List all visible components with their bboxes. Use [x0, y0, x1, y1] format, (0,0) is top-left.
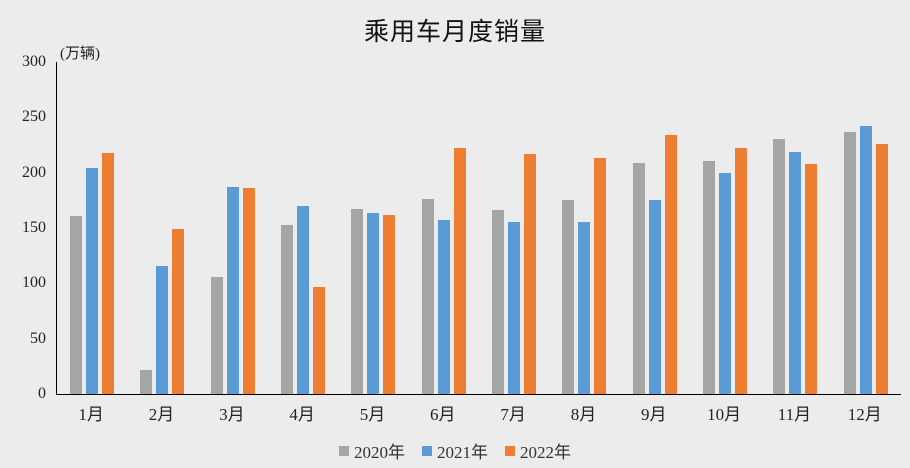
bar-2020年-2月 [140, 369, 153, 394]
x-axis-label-8月: 8月 [570, 405, 597, 424]
x-axis-label-9月: 9月 [641, 405, 667, 424]
bar-2021年-7月 [508, 222, 521, 394]
bar-2020年-9月 [632, 162, 645, 394]
bar-group-10月 [690, 62, 760, 394]
x-axis-label-12月: 12月 [847, 405, 882, 424]
bar-group-11月 [760, 62, 830, 394]
bar-2021年-12月 [859, 126, 872, 394]
legend-swatch-icon [505, 445, 515, 456]
legend-label: 2020年 [354, 443, 405, 462]
bar-2022年-3月 [242, 188, 255, 394]
bar-group-2月 [127, 62, 197, 394]
y-axis-unit-label: (万辆) [60, 46, 100, 62]
bar-group-6月 [409, 62, 479, 394]
bar-2021年-5月 [367, 212, 380, 394]
x-axis-label-11月: 11月 [777, 405, 812, 424]
bar-group-1月 [57, 62, 127, 394]
legend-swatch-icon [422, 445, 432, 456]
y-axis-tick-label: 200 [22, 163, 46, 181]
y-axis-tick-label: 0 [38, 385, 46, 402]
chart-title: 乘用车月度销量 [363, 19, 546, 46]
legend-swatch-icon [339, 445, 349, 456]
x-axis-label-4月: 4月 [289, 405, 315, 424]
x-axis-label-2月: 2月 [148, 405, 175, 424]
bar-2022年-11月 [805, 163, 818, 394]
bar-2022年-10月 [735, 148, 748, 394]
bar-2022年-5月 [383, 214, 396, 394]
bar-2022年-9月 [664, 135, 677, 394]
bar-group-5月 [338, 62, 408, 394]
y-axis-tick-label: 50 [30, 329, 46, 347]
bar-2021年-3月 [226, 187, 239, 394]
legend: 2020年 2021年 2022年 [0, 438, 910, 463]
legend-item-2020年: 2020年 [339, 438, 405, 463]
bar-2020年-1月 [70, 215, 83, 394]
legend-label: 2022年 [520, 443, 571, 462]
bar-2021年-6月 [437, 220, 450, 394]
y-axis-tick-label: 250 [22, 108, 46, 126]
bar-2020年-5月 [351, 209, 364, 394]
bar-2020年-7月 [492, 210, 505, 394]
x-axis-label-7月: 7月 [500, 405, 526, 424]
bar-2020年-12月 [843, 131, 856, 394]
bar-2020年-4月 [281, 224, 294, 394]
bar-2020年-3月 [210, 276, 223, 394]
x-axis-labels: 1月 2月 3月 4月 5月 6月 7月 8月 9月 10月 11月 12月 [56, 400, 900, 425]
legend-item-2022年: 2022年 [505, 438, 571, 463]
y-axis-tick-label: 100 [22, 274, 46, 292]
bar-2022年-8月 [594, 158, 607, 394]
bar-2022年-2月 [172, 229, 185, 394]
y-axis-tick-label: 150 [22, 219, 46, 236]
bar-groups [57, 62, 901, 394]
bar-2020年-6月 [421, 199, 434, 394]
bar-2020年-10月 [703, 160, 716, 394]
y-axis-tick-label: 300 [22, 53, 46, 70]
legend-label: 2021年 [437, 443, 488, 462]
bar-2020年-8月 [562, 200, 575, 394]
bar-group-7月 [479, 62, 549, 394]
bar-group-12月 [831, 62, 901, 394]
bar-2021年-11月 [789, 151, 802, 394]
x-axis-label-5月: 5月 [359, 405, 386, 424]
plot-area [56, 62, 901, 395]
bar-group-9月 [620, 62, 690, 394]
bar-2021年-1月 [86, 168, 99, 394]
bar-2021年-9月 [648, 200, 661, 394]
x-axis-label-3月: 3月 [219, 405, 245, 424]
bar-2021年-10月 [719, 172, 732, 394]
bar-group-3月 [198, 62, 268, 394]
y-axis-tick-labels: 0 50 100 150 200 250 300 [0, 54, 46, 402]
x-axis-label-10月: 10月 [707, 405, 742, 424]
x-axis-label-1月: 1月 [78, 405, 104, 424]
bar-2022年-7月 [524, 153, 537, 394]
bar-2021年-2月 [156, 265, 169, 394]
bar-2021年-8月 [578, 222, 591, 394]
bar-2022年-12月 [875, 143, 888, 394]
bar-group-4月 [268, 62, 338, 394]
bar-2022年-6月 [453, 148, 466, 394]
bar-2022年-4月 [313, 286, 326, 394]
legend-item-2021年: 2021年 [422, 438, 488, 463]
bar-2020年-11月 [773, 139, 786, 394]
bar-group-8月 [549, 62, 619, 394]
bar-2022年-1月 [102, 152, 115, 394]
x-axis-label-6月: 6月 [430, 405, 456, 424]
bar-2021年-4月 [297, 205, 310, 394]
